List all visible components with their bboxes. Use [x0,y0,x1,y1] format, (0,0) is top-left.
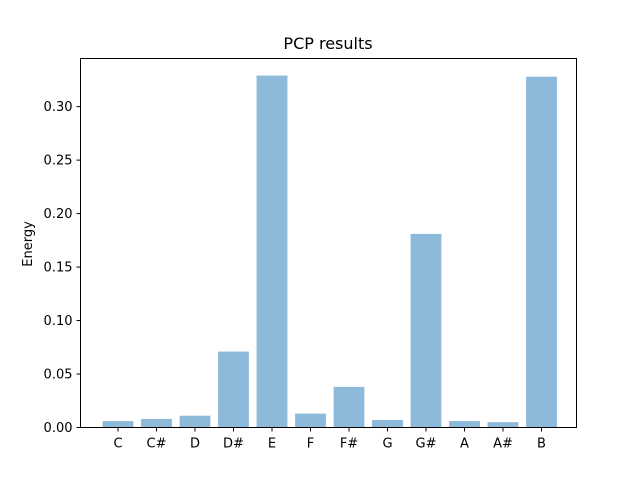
bar-d-sharp [218,351,249,428]
x-tick-label: F [307,437,314,452]
bars-group [102,75,557,428]
x-tick-label: E [268,437,276,452]
x-tick-label: C [113,437,122,452]
y-tick-label: 0.05 [44,368,73,383]
x-tick-label: D# [223,437,244,452]
x-tick-label: G [382,437,392,452]
x-axis: C C# D D# E F F# G G# A A# B [113,427,546,452]
x-tick-label: D [190,437,200,452]
y-axis-label: Energy [21,221,36,267]
y-tick-label: 0.15 [44,261,73,276]
bar-g-sharp [410,233,442,428]
bar-c-sharp [141,418,172,428]
bar-f [295,413,326,428]
y-tick-label: 0.10 [44,314,73,329]
x-tick-label: G# [416,437,437,452]
x-tick-label: C# [147,437,167,452]
plot-frame [80,58,577,428]
bar-d [179,415,211,428]
x-tick-label: A [460,437,469,452]
y-axis: 0.00 0.05 0.10 0.15 0.20 0.25 0.30 [44,100,81,436]
x-tick-label: B [537,437,546,452]
y-tick-label: 0.30 [44,100,73,115]
bar-a [449,421,480,428]
bar-g [372,420,403,428]
y-tick-label: 0.25 [44,154,73,169]
y-tick-label: 0.00 [44,421,73,436]
bar-e [256,75,288,428]
bar-b [526,76,557,428]
x-tick-label: F# [340,437,358,452]
chart-title: PCP results [283,34,372,53]
y-tick-label: 0.20 [44,207,73,222]
bar-f-sharp [333,386,365,428]
x-tick-label: A# [493,437,513,452]
bar-c [102,421,134,428]
bar-a-sharp [487,422,519,428]
